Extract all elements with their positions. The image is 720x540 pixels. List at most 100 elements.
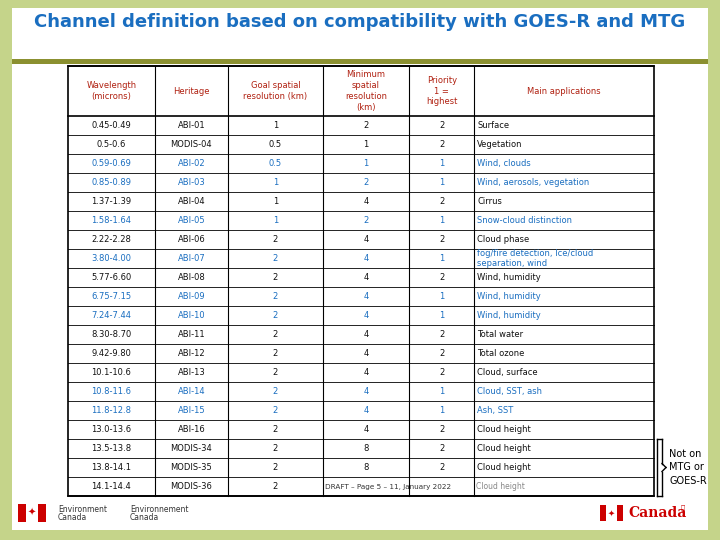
- Text: ABI-02: ABI-02: [178, 159, 205, 168]
- Text: 2: 2: [273, 406, 278, 415]
- Text: 1: 1: [439, 159, 444, 168]
- Text: ABI-15: ABI-15: [178, 406, 205, 415]
- Text: 1: 1: [273, 178, 278, 187]
- Bar: [617, 505, 623, 521]
- Text: 9.42-9.80: 9.42-9.80: [91, 349, 131, 358]
- Text: 4: 4: [364, 349, 369, 358]
- Text: 2: 2: [439, 121, 444, 130]
- Text: ABI-07: ABI-07: [178, 254, 205, 263]
- Text: MODIS-35: MODIS-35: [171, 463, 212, 472]
- Text: 6.75-7.15: 6.75-7.15: [91, 292, 131, 301]
- Text: 2: 2: [273, 292, 278, 301]
- Text: ABI-10: ABI-10: [178, 311, 205, 320]
- Text: 8: 8: [363, 463, 369, 472]
- Text: ABI-13: ABI-13: [178, 368, 205, 377]
- Text: Environment: Environment: [58, 504, 107, 514]
- Text: 1.58-1.64: 1.58-1.64: [91, 216, 131, 225]
- Text: 0.59-0.69: 0.59-0.69: [91, 159, 131, 168]
- Text: ABI-12: ABI-12: [178, 349, 205, 358]
- Text: 1: 1: [439, 254, 444, 263]
- Text: 2.22-2.28: 2.22-2.28: [91, 235, 131, 244]
- Text: 1.37-1.39: 1.37-1.39: [91, 197, 131, 206]
- Text: 10.1-10.6: 10.1-10.6: [91, 368, 131, 377]
- Text: 1: 1: [364, 140, 369, 149]
- Text: 2: 2: [273, 444, 278, 453]
- Text: Not on
MTG or
GOES-R: Not on MTG or GOES-R: [669, 449, 707, 485]
- Text: 0.5: 0.5: [269, 140, 282, 149]
- Text: Snow-cloud distinction: Snow-cloud distinction: [477, 216, 572, 225]
- Text: 2: 2: [439, 273, 444, 282]
- Text: Environnement: Environnement: [130, 504, 189, 514]
- Text: fog/fire detection, Ice/cloud
separation, wind: fog/fire detection, Ice/cloud separation…: [477, 249, 593, 268]
- Text: ABI-08: ABI-08: [178, 273, 205, 282]
- Text: 13.8-14.1: 13.8-14.1: [91, 463, 131, 472]
- Text: 11.8-12.8: 11.8-12.8: [91, 406, 131, 415]
- Text: 2: 2: [364, 121, 369, 130]
- Text: 2: 2: [439, 425, 444, 434]
- Text: 2: 2: [273, 349, 278, 358]
- Text: 8: 8: [363, 444, 369, 453]
- Text: 1: 1: [439, 311, 444, 320]
- Text: 2: 2: [273, 368, 278, 377]
- Bar: [68, 66, 654, 496]
- Text: 4: 4: [364, 254, 369, 263]
- Text: 5.77-6.60: 5.77-6.60: [91, 273, 132, 282]
- Text: ABI-05: ABI-05: [178, 216, 205, 225]
- Text: 3.80-4.00: 3.80-4.00: [91, 254, 131, 263]
- Text: Canada: Canada: [130, 512, 159, 522]
- Text: Total water: Total water: [477, 330, 523, 339]
- Text: 1: 1: [439, 387, 444, 396]
- Text: MODIS-36: MODIS-36: [171, 482, 212, 491]
- Text: Wind, humidity: Wind, humidity: [477, 292, 541, 301]
- Text: 2: 2: [273, 273, 278, 282]
- Text: Channel definition based on compatibility with GOES-R and MTG: Channel definition based on compatibilit…: [35, 13, 685, 31]
- Text: 2: 2: [273, 387, 278, 396]
- Text: Vegetation: Vegetation: [477, 140, 523, 149]
- Text: 2: 2: [439, 368, 444, 377]
- Text: 2: 2: [273, 235, 278, 244]
- Text: 13.0-13.6: 13.0-13.6: [91, 425, 131, 434]
- Text: 4: 4: [364, 368, 369, 377]
- Text: 2: 2: [439, 235, 444, 244]
- Text: Cirrus: Cirrus: [477, 197, 502, 206]
- Text: ABI-09: ABI-09: [178, 292, 205, 301]
- Text: 4: 4: [364, 197, 369, 206]
- Text: ABI-04: ABI-04: [178, 197, 205, 206]
- Text: Canada: Canada: [58, 512, 87, 522]
- Text: Wind, humidity: Wind, humidity: [477, 273, 541, 282]
- Text: ABI-11: ABI-11: [178, 330, 205, 339]
- Text: 2: 2: [439, 444, 444, 453]
- Text: 2: 2: [273, 330, 278, 339]
- Text: Cloud, surface: Cloud, surface: [477, 368, 538, 377]
- Text: DRAFT – Page 5 – 11, January 2022: DRAFT – Page 5 – 11, January 2022: [325, 483, 451, 489]
- Text: 4: 4: [364, 311, 369, 320]
- Text: Cloud height: Cloud height: [477, 425, 531, 434]
- Text: Main applications: Main applications: [527, 86, 601, 96]
- Text: ABI-16: ABI-16: [178, 425, 205, 434]
- Text: 4: 4: [364, 292, 369, 301]
- Text: 2: 2: [439, 349, 444, 358]
- Text: Total ozone: Total ozone: [477, 349, 525, 358]
- Bar: [606, 505, 617, 521]
- Text: 4: 4: [364, 330, 369, 339]
- Bar: [26, 504, 38, 522]
- Text: 0.5-0.6: 0.5-0.6: [96, 140, 126, 149]
- Text: ✦: ✦: [608, 509, 614, 517]
- Text: 1: 1: [439, 406, 444, 415]
- Text: 7.24-7.44: 7.24-7.44: [91, 311, 131, 320]
- Text: ABI-03: ABI-03: [178, 178, 205, 187]
- Text: ABI-01: ABI-01: [178, 121, 205, 130]
- Text: Surface: Surface: [477, 121, 510, 130]
- Text: MODIS-34: MODIS-34: [171, 444, 212, 453]
- Text: 2: 2: [364, 216, 369, 225]
- Text: 0.45-0.49: 0.45-0.49: [91, 121, 131, 130]
- Text: Goal spatial
resolution (km): Goal spatial resolution (km): [243, 81, 307, 101]
- Text: Heritage: Heritage: [173, 86, 210, 96]
- Text: 4: 4: [364, 235, 369, 244]
- Text: 4: 4: [364, 387, 369, 396]
- Text: 1: 1: [273, 197, 278, 206]
- Text: MODIS-04: MODIS-04: [171, 140, 212, 149]
- Text: 13.5-13.8: 13.5-13.8: [91, 444, 131, 453]
- Text: 1: 1: [273, 121, 278, 130]
- Text: Ⓜ: Ⓜ: [681, 505, 685, 511]
